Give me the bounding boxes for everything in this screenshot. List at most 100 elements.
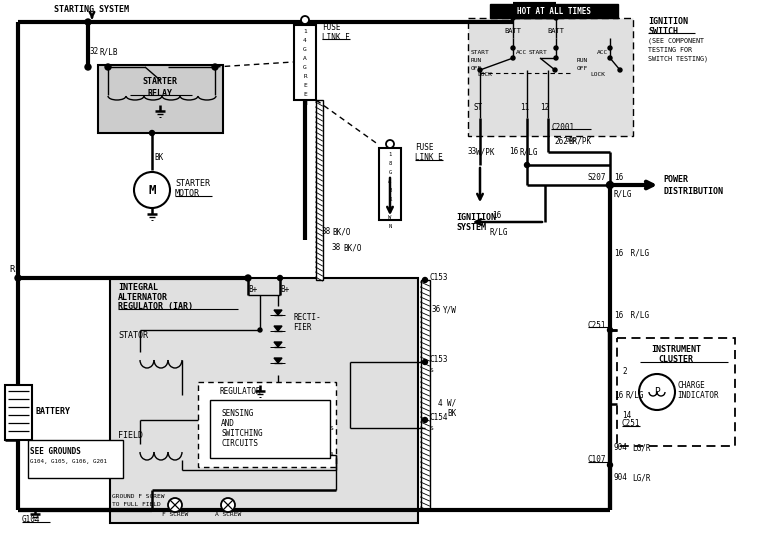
Text: W: W bbox=[389, 215, 392, 220]
Text: F SCREW: F SCREW bbox=[162, 513, 188, 517]
Text: A SCREW: A SCREW bbox=[215, 513, 241, 517]
Bar bbox=[198, 382, 336, 467]
Text: REGULATOR (IAR): REGULATOR (IAR) bbox=[118, 302, 193, 311]
Text: 14: 14 bbox=[622, 411, 631, 420]
Text: R/LG: R/LG bbox=[626, 390, 644, 399]
Text: 16: 16 bbox=[614, 248, 624, 257]
Text: E: E bbox=[303, 83, 307, 88]
Bar bbox=[379, 148, 401, 220]
Text: R: R bbox=[303, 74, 307, 79]
Circle shape bbox=[168, 498, 182, 512]
Text: SWITCHING: SWITCHING bbox=[221, 428, 263, 437]
Text: BATT: BATT bbox=[548, 28, 564, 34]
Text: REGULATOR: REGULATOR bbox=[219, 388, 261, 397]
Circle shape bbox=[554, 46, 558, 50]
Text: 2: 2 bbox=[622, 366, 627, 375]
Circle shape bbox=[301, 16, 309, 24]
Text: BR/PK: BR/PK bbox=[568, 137, 591, 145]
Text: BATT: BATT bbox=[505, 28, 521, 34]
Text: R/LG: R/LG bbox=[626, 310, 649, 319]
Circle shape bbox=[511, 56, 515, 60]
Circle shape bbox=[85, 19, 91, 25]
Text: ALTERNATOR: ALTERNATOR bbox=[112, 508, 150, 514]
Bar bbox=[110, 278, 418, 523]
Text: STARTER: STARTER bbox=[175, 179, 210, 189]
Circle shape bbox=[212, 64, 218, 70]
Text: LOCK: LOCK bbox=[590, 73, 605, 77]
Text: S: S bbox=[330, 426, 334, 430]
Text: 262: 262 bbox=[565, 138, 576, 144]
Circle shape bbox=[478, 68, 482, 72]
Circle shape bbox=[221, 498, 235, 512]
Text: BK: BK bbox=[447, 409, 456, 418]
Text: A: A bbox=[389, 179, 392, 184]
Text: G104: G104 bbox=[22, 515, 41, 524]
Text: LINK F: LINK F bbox=[322, 33, 349, 42]
Text: LG/R: LG/R bbox=[632, 444, 650, 452]
Polygon shape bbox=[274, 342, 282, 347]
Text: S207: S207 bbox=[588, 174, 607, 183]
Text: 16: 16 bbox=[614, 310, 624, 319]
Text: C107: C107 bbox=[588, 456, 607, 465]
Text: R/LG: R/LG bbox=[490, 227, 508, 237]
Text: RECTI-: RECTI- bbox=[293, 313, 321, 323]
Text: W/: W/ bbox=[447, 398, 456, 407]
Text: SEE GROUNDS: SEE GROUNDS bbox=[30, 447, 81, 457]
Text: TESTING FOR: TESTING FOR bbox=[648, 47, 692, 53]
Circle shape bbox=[553, 68, 557, 72]
Text: R/LG: R/LG bbox=[614, 190, 633, 199]
Text: OFF: OFF bbox=[471, 66, 482, 70]
Text: R/LG: R/LG bbox=[626, 248, 649, 257]
Bar bbox=[210, 400, 330, 458]
Circle shape bbox=[85, 64, 91, 70]
Text: 36: 36 bbox=[432, 305, 442, 315]
Circle shape bbox=[554, 56, 558, 60]
Circle shape bbox=[422, 359, 428, 365]
Text: 12: 12 bbox=[540, 104, 549, 113]
Text: SENSING: SENSING bbox=[221, 409, 253, 418]
Text: CHARGE: CHARGE bbox=[677, 381, 705, 390]
Text: S: S bbox=[430, 426, 434, 430]
Text: CLUSTER: CLUSTER bbox=[658, 356, 694, 365]
Polygon shape bbox=[274, 358, 282, 363]
Text: AND: AND bbox=[221, 419, 235, 428]
Circle shape bbox=[422, 418, 428, 422]
Circle shape bbox=[639, 374, 675, 410]
Text: SWITCH: SWITCH bbox=[648, 27, 678, 35]
Text: ACC: ACC bbox=[516, 50, 528, 54]
Text: SWITCH TESTING): SWITCH TESTING) bbox=[648, 56, 708, 62]
Text: INSTRUMENT: INSTRUMENT bbox=[651, 344, 701, 354]
Text: S: S bbox=[430, 367, 434, 373]
Text: R: R bbox=[389, 197, 392, 202]
Bar bbox=[316, 100, 323, 280]
Text: POWER: POWER bbox=[663, 176, 688, 185]
Text: ACC: ACC bbox=[597, 50, 608, 54]
Text: C251: C251 bbox=[588, 320, 607, 329]
Circle shape bbox=[511, 16, 515, 20]
Text: GROUND F SCREW: GROUND F SCREW bbox=[112, 494, 164, 499]
Text: B+: B+ bbox=[248, 285, 257, 294]
Text: LOCK: LOCK bbox=[477, 73, 492, 77]
Polygon shape bbox=[274, 310, 282, 315]
Text: G: G bbox=[303, 47, 307, 52]
Text: LINK E: LINK E bbox=[415, 153, 442, 162]
Text: 32: 32 bbox=[90, 48, 99, 57]
Text: Y/W: Y/W bbox=[443, 305, 457, 315]
Text: B+: B+ bbox=[280, 285, 290, 294]
Circle shape bbox=[511, 46, 515, 50]
Text: G: G bbox=[389, 170, 392, 175]
Text: B: B bbox=[389, 188, 392, 193]
Bar bbox=[617, 338, 735, 446]
Text: A: A bbox=[303, 56, 307, 61]
Circle shape bbox=[245, 275, 251, 281]
Text: STARTER: STARTER bbox=[143, 77, 177, 87]
Text: 16: 16 bbox=[492, 210, 502, 219]
Text: 262: 262 bbox=[554, 137, 568, 145]
Circle shape bbox=[607, 462, 613, 467]
Text: 1: 1 bbox=[389, 152, 392, 157]
Text: START: START bbox=[529, 50, 548, 54]
Text: LG/R: LG/R bbox=[632, 474, 650, 483]
Text: OFF: OFF bbox=[577, 66, 588, 70]
Text: RUN: RUN bbox=[577, 58, 588, 62]
Text: R/LB: R/LB bbox=[100, 48, 118, 57]
